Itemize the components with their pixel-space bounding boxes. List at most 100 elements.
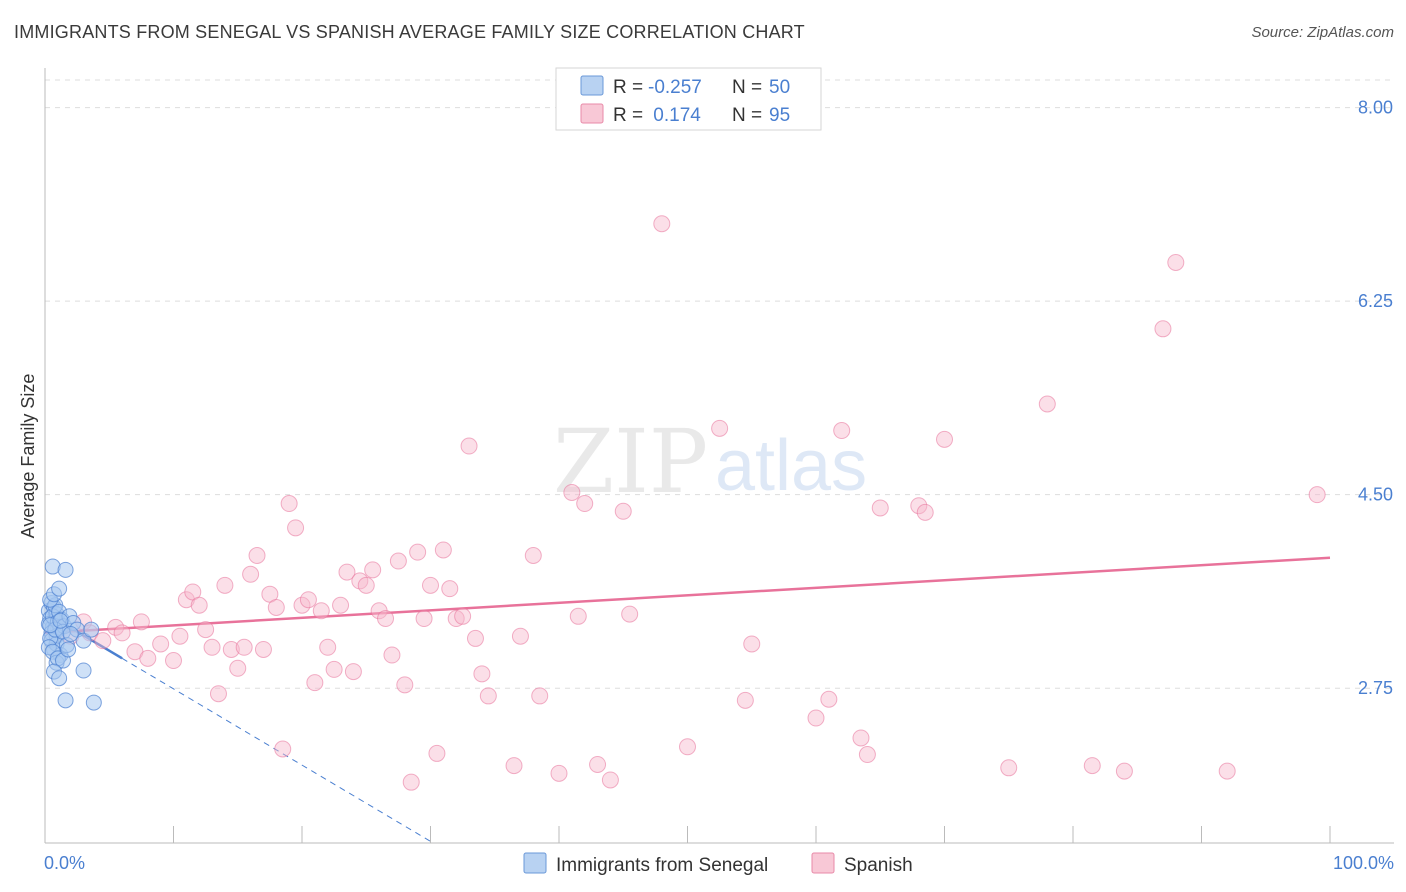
spanish-point xyxy=(299,591,317,609)
stats-legend-swatch-pink xyxy=(580,103,604,124)
series-legend-swatch-spanish xyxy=(811,852,835,874)
spanish-point xyxy=(235,638,253,656)
spanish-point xyxy=(396,676,414,694)
senegal-points xyxy=(40,558,102,711)
spanish-point xyxy=(1308,486,1326,504)
trendline-spanish xyxy=(44,556,1331,635)
spanish-point xyxy=(936,430,953,448)
spanish-point xyxy=(377,610,395,628)
spanish-point xyxy=(454,607,472,625)
gridlines xyxy=(45,79,1394,689)
watermark: ZIP atlas xyxy=(553,410,867,513)
spanish-point xyxy=(1000,759,1018,777)
spanish-point xyxy=(383,646,401,664)
trendline-senegal-extension xyxy=(121,657,434,844)
stats-legend-swatch-blue xyxy=(580,75,604,96)
stats-n-value-blue: 50 xyxy=(769,77,790,98)
spanish-point xyxy=(614,502,632,520)
spanish-point xyxy=(209,685,227,703)
spanish-point xyxy=(1083,757,1101,775)
y-tick-label: 8.00 xyxy=(1358,98,1393,118)
spanish-point xyxy=(242,565,260,583)
series-legend-swatch-senegal xyxy=(523,852,547,874)
senegal-point xyxy=(60,641,77,658)
spanish-point xyxy=(402,773,420,791)
spanish-point xyxy=(171,627,189,645)
spanish-point xyxy=(254,640,272,658)
spanish-point xyxy=(479,687,497,705)
stats-n-label-blue: N = xyxy=(732,77,762,98)
senegal-point xyxy=(83,621,100,638)
senegal-point xyxy=(51,670,68,687)
series-legend-label-spanish: Spanish xyxy=(844,855,913,876)
spanish-point xyxy=(364,561,382,579)
spanish-point xyxy=(852,729,870,747)
spanish-point xyxy=(409,543,427,561)
stats-r-value-blue: -0.257 xyxy=(648,77,702,98)
stats-n-value-pink: 95 xyxy=(769,105,790,126)
watermark-atlas: atlas xyxy=(715,426,867,506)
spanish-point xyxy=(871,499,889,517)
y-axis-title: Average Family Size xyxy=(18,374,38,539)
stats-r-label-blue: R = xyxy=(613,77,643,98)
spanish-point xyxy=(1167,253,1185,271)
senegal-point xyxy=(57,692,74,709)
stats-r-label-pink: R = xyxy=(613,105,643,126)
spanish-point xyxy=(569,607,587,625)
spanish-point xyxy=(1154,320,1172,338)
spanish-point xyxy=(473,665,491,683)
spanish-point xyxy=(1218,762,1236,780)
senegal-point xyxy=(57,561,74,578)
spanish-point xyxy=(916,503,934,521)
senegal-point xyxy=(75,662,92,679)
spanish-point xyxy=(1115,762,1133,780)
spanish-point xyxy=(466,629,484,647)
stats-legend: R = -0.257 N = 50 R = 0.174 N = 95 xyxy=(555,67,822,131)
spanish-point xyxy=(447,610,465,628)
spanish-point xyxy=(833,422,851,440)
x-tick-label-max: 100.0% xyxy=(1333,853,1394,873)
spanish-point xyxy=(248,546,266,564)
senegal-point xyxy=(85,694,102,711)
spanish-point xyxy=(389,552,407,570)
y-tick-label: 2.75 xyxy=(1358,678,1393,698)
spanish-point xyxy=(325,660,343,678)
spanish-point xyxy=(319,638,337,656)
chart-title: IMMIGRANTS FROM SENEGAL VS SPANISH AVERA… xyxy=(14,22,805,42)
y-tick-label: 6.25 xyxy=(1358,291,1393,311)
spanish-point xyxy=(621,605,639,623)
senegal-point xyxy=(75,632,92,649)
spanish-point xyxy=(428,744,446,762)
spanish-point xyxy=(910,497,928,515)
spanish-point xyxy=(344,663,362,681)
senegal-point xyxy=(52,612,69,629)
spanish-point xyxy=(306,674,324,692)
spanish-point xyxy=(743,635,761,653)
spanish-point xyxy=(505,757,523,775)
spanish-point xyxy=(267,598,285,616)
spanish-point xyxy=(679,738,696,756)
spanish-point xyxy=(312,602,330,620)
spanish-point xyxy=(216,576,234,594)
series-legend: Immigrants from Senegal Spanish xyxy=(523,852,913,876)
spanish-point xyxy=(222,640,240,658)
spanish-point xyxy=(858,746,876,764)
spanish-point xyxy=(94,632,112,650)
spanish-point xyxy=(589,755,607,773)
source-credit: Source: ZipAtlas.com xyxy=(1251,24,1394,41)
spanish-point xyxy=(274,740,292,758)
series-legend-label-senegal: Immigrants from Senegal xyxy=(556,855,768,876)
spanish-point xyxy=(434,541,452,559)
spanish-point xyxy=(197,621,215,639)
spanish-point xyxy=(357,576,375,594)
spanish-point xyxy=(511,627,529,645)
spanish-point xyxy=(711,419,729,437)
spanish-point xyxy=(524,546,542,564)
x-tick-label-min: 0.0% xyxy=(44,853,85,873)
senegal-point xyxy=(62,626,79,643)
y-tick-label: 4.50 xyxy=(1358,485,1393,505)
spanish-point xyxy=(653,215,671,233)
spanish-point xyxy=(190,596,208,614)
spanish-point xyxy=(139,649,157,667)
